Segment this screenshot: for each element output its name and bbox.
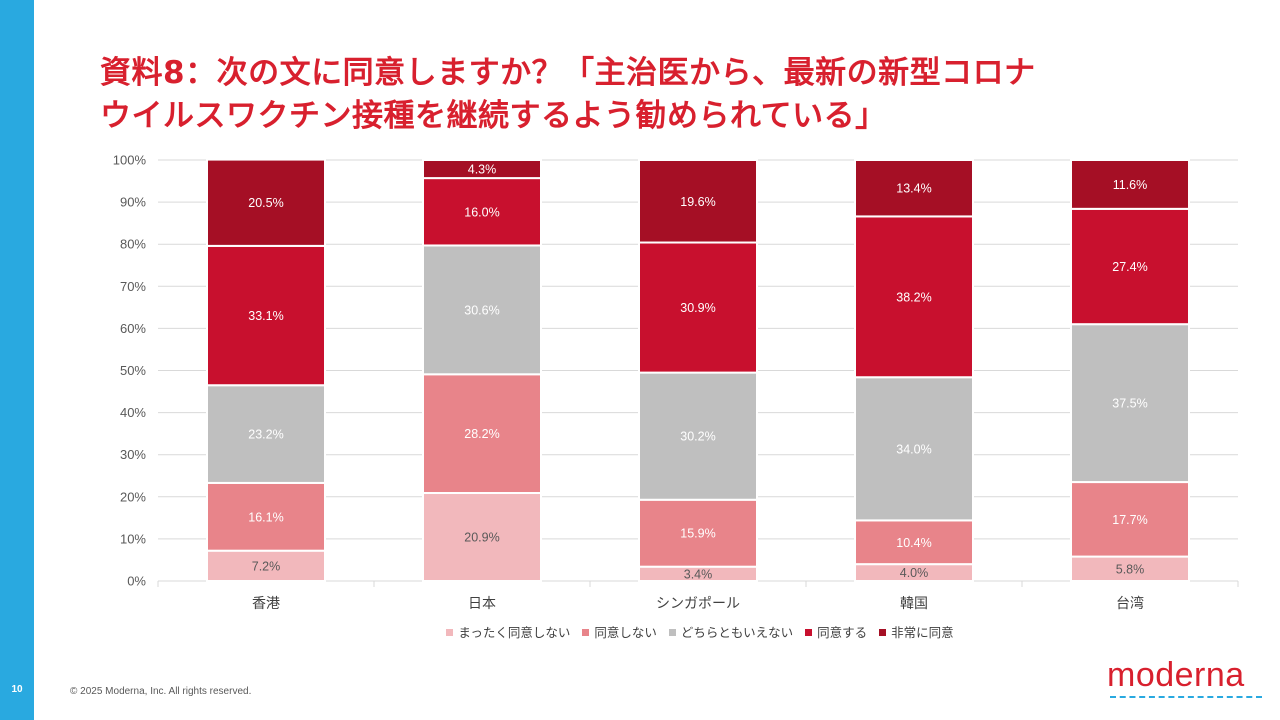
y-tick-label: 100%	[113, 153, 147, 168]
legend-label: どちらともいえない	[680, 625, 794, 640]
bar-segment	[422, 492, 542, 582]
data-label: 20.9%	[464, 531, 499, 545]
bar-segment	[1070, 481, 1190, 558]
legend-label: 同意しない	[594, 625, 657, 640]
data-label: 7.2%	[252, 559, 281, 573]
y-tick-label: 90%	[120, 195, 146, 210]
bar-segment	[638, 371, 758, 501]
bar-segment	[422, 159, 542, 180]
moderna-logo: moderna	[1107, 656, 1245, 694]
legend-item: どちらともいえない	[668, 622, 794, 641]
legend-swatch	[879, 629, 887, 636]
bar-segment	[854, 376, 974, 522]
bar-segment	[206, 244, 326, 387]
bar-segment	[1070, 159, 1190, 210]
data-label: 10.4%	[896, 536, 931, 550]
page-number: 10	[11, 684, 23, 695]
legend-item: まったく同意しない	[446, 622, 570, 641]
x-category-label: 韓国	[900, 596, 928, 612]
stacked-bar-chart: 0% 10% 20% 30% 40% 50% 60% 70% 80% 90% 100% 7.2% 16.…	[113, 153, 1239, 612]
y-tick-label: 50%	[120, 363, 146, 378]
side-accent-bar	[0, 0, 34, 720]
data-label: 33.1%	[248, 309, 283, 323]
y-tick-label: 40%	[120, 405, 146, 420]
legend-swatch	[668, 629, 676, 636]
bar-segment	[638, 159, 758, 244]
y-tick-label: 60%	[120, 321, 146, 336]
y-tick-label: 10%	[120, 531, 146, 546]
bar-segment	[422, 177, 542, 247]
bar-segment	[854, 159, 974, 218]
bar-segment	[1070, 207, 1190, 326]
x-category-label: 日本	[468, 596, 496, 612]
data-label: 15.9%	[680, 527, 715, 541]
slide-title-line-1: 資料8：次の文に同意しますか？「主治医から、最新の新型コロナ	[100, 55, 1036, 91]
legend-label: 同意する	[817, 625, 868, 640]
bar-segment	[638, 498, 758, 568]
bar-segment	[854, 519, 974, 566]
data-label: 37.5%	[1112, 397, 1147, 411]
legend-swatch	[805, 629, 813, 636]
chart-legend: まったく同意しない 同意しない どちらともいえない 同意する 非常に同意	[0, 622, 1280, 641]
data-label: 30.9%	[680, 301, 715, 315]
data-label: 4.3%	[468, 163, 497, 177]
data-label: 13.4%	[896, 182, 931, 196]
slide-title-line-2: ウイルスワクチン接種を継続するよう勧められている」	[100, 98, 887, 134]
bar-segment	[422, 373, 542, 495]
data-label: 4.0%	[900, 566, 929, 580]
data-label: 11.6%	[1113, 178, 1148, 192]
data-label: 19.6%	[680, 195, 715, 209]
copyright-text: © 2025 Moderna, Inc. All rights reserved…	[70, 686, 252, 697]
bar-segment	[1070, 323, 1190, 484]
bar-segment	[206, 158, 326, 247]
data-label: 28.2%	[464, 427, 499, 441]
legend-item: 非常に同意	[879, 622, 954, 641]
y-tick-label: 80%	[120, 237, 146, 252]
data-label: 38.2%	[896, 290, 931, 304]
data-label: 3.4%	[684, 567, 713, 581]
slide-title: 資料8：次の文に同意しますか？「主治医から、最新の新型コロナ ウイルスワクチン接…	[100, 52, 1230, 138]
data-label: 34.0%	[896, 442, 931, 456]
logo-underline	[1110, 696, 1262, 698]
y-tick-label: 30%	[120, 447, 146, 462]
data-label: 20.5%	[248, 196, 283, 210]
data-label: 27.4%	[1112, 260, 1147, 274]
data-label: 16.1%	[248, 510, 283, 524]
bar-segment	[854, 215, 974, 379]
legend-label: 非常に同意	[891, 625, 954, 640]
x-category-label: 台湾	[1116, 595, 1144, 612]
legend-swatch	[582, 629, 590, 636]
data-label: 23.2%	[248, 428, 283, 442]
bar-segment	[206, 481, 326, 552]
x-category-label: 香港	[252, 596, 280, 612]
y-tick-label: 20%	[120, 489, 146, 504]
legend-label: まったく同意しない	[458, 625, 571, 640]
data-label: 30.6%	[464, 303, 499, 317]
data-label: 16.0%	[464, 205, 499, 219]
legend-swatch	[446, 629, 454, 636]
legend-item: 同意しない	[582, 622, 657, 641]
bar-segment	[206, 384, 326, 484]
data-label: 5.8%	[1116, 562, 1145, 576]
data-label: 30.2%	[680, 430, 715, 444]
data-label: 17.7%	[1112, 513, 1147, 527]
y-tick-label: 0%	[127, 574, 146, 589]
bar-segment	[206, 549, 326, 582]
x-category-label: シンガポール	[656, 596, 740, 612]
y-tick-label: 70%	[120, 279, 146, 294]
legend-item: 同意する	[805, 622, 867, 641]
